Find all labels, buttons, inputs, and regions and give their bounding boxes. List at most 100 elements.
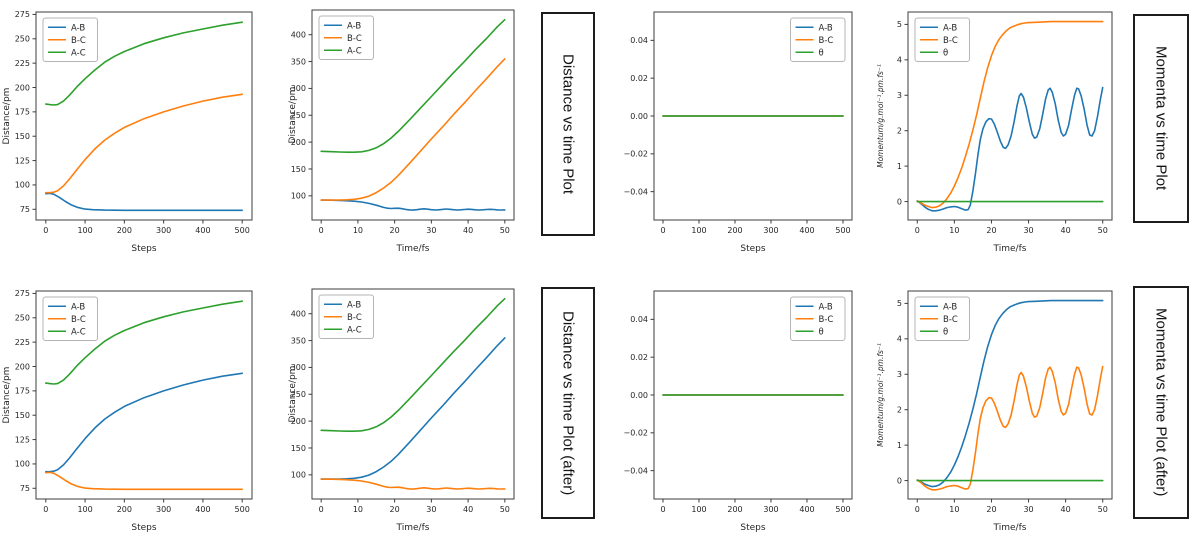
y-axis-label: Distance/pm [288, 366, 298, 423]
x-tick-label: 500 [835, 226, 850, 235]
legend-box [914, 296, 970, 341]
y-tick-label: 200 [15, 362, 30, 371]
legend-label-ab: A-B [819, 23, 833, 33]
series [320, 297, 506, 490]
y-tick-label: 0.02 [630, 74, 648, 83]
y-tick-label: 150 [15, 132, 30, 141]
legend-label-ac: A-C [347, 325, 362, 335]
x-axis: 0 10 20 30 40 50 Time/fs [319, 220, 510, 254]
x-tick-label: 20 [390, 226, 400, 235]
series [44, 21, 243, 212]
series-line-bc [320, 58, 506, 201]
legend-label-ab: A-B [943, 23, 957, 33]
x-axis: 0 100 200 300 400 500 Steps [660, 220, 851, 254]
legend-label-ac: A-C [347, 46, 362, 56]
x-tick-label: 0 [660, 226, 665, 235]
chart-distance-vs-time: 0 10 20 30 40 50 Time/fs 100 150 200 250 300 350 400 D… [288, 9, 515, 254]
x-axis: 0 100 200 300 400 500 Steps [43, 499, 250, 533]
series-line-bc [44, 471, 243, 491]
y-tick-label: 400 [291, 310, 306, 319]
y-axis-label: Distance/pm [2, 367, 12, 424]
y-axis: 100 150 200 250 300 350 400 Distance/pm [288, 31, 312, 201]
x-tick-label: 40 [1061, 226, 1071, 235]
x-tick-label: 0 [43, 505, 48, 514]
x-tick-label: 200 [117, 226, 132, 235]
y-tick-label: 0.00 [630, 112, 648, 121]
series-line-ac [320, 297, 506, 432]
y-tick-label: 150 [15, 411, 30, 420]
chart-distance-vs-steps-after: 0 100 200 300 400 500 Steps 75 100 125 150 175 200 22… [2, 289, 253, 533]
legend: A-B B-C A-C [318, 15, 374, 60]
y-tick-label: 1 [897, 162, 902, 171]
x-tick-label: 500 [835, 505, 850, 514]
x-axis-label: Steps [740, 244, 765, 254]
x-tick-label: 100 [691, 226, 706, 235]
legend-label-bc: B-C [347, 34, 362, 44]
y-tick-label: 0 [897, 476, 902, 485]
legend-label-theta: θ [943, 327, 948, 337]
x-axis: 0 100 200 300 400 500 Steps [43, 220, 250, 254]
legend-box [790, 296, 846, 341]
y-tick-label: −0.02 [623, 150, 648, 159]
legend-box [42, 17, 98, 62]
legend-label-ac: A-C [71, 327, 86, 337]
y-axis: 0 1 2 3 4 5 Momentum/g.mol⁻¹.pm.fs⁻¹ [876, 20, 908, 206]
section-label-distance-after: Distance vs time Plot (after) [541, 287, 595, 519]
y-tick-label: 0.04 [630, 315, 648, 324]
y-tick-label: 3 [897, 91, 902, 100]
legend-label-ab: A-B [71, 23, 85, 33]
y-tick-label: 400 [291, 31, 306, 40]
x-tick-label: 20 [986, 226, 996, 235]
y-tick-label: 150 [291, 165, 306, 174]
y-axis: 0 1 2 3 4 5 Momentum/g.mol⁻¹.pm.fs⁻¹ [876, 299, 908, 485]
series-line-ab [44, 372, 243, 473]
y-tick-label: 175 [15, 387, 30, 396]
y-tick-label: 350 [291, 336, 306, 345]
legend: A-B B-C A-C [318, 294, 374, 339]
x-tick-label: 30 [1023, 505, 1033, 514]
y-tick-label: −0.04 [623, 466, 648, 475]
y-tick-label: 100 [15, 181, 30, 190]
x-tick-label: 10 [353, 505, 363, 514]
x-tick-label: 50 [1098, 226, 1108, 235]
y-tick-label: 175 [15, 108, 30, 117]
x-tick-label: 100 [77, 226, 92, 235]
y-tick-label: 75 [20, 205, 30, 214]
y-tick-label: 275 [15, 289, 30, 298]
legend-label-bc: B-C [819, 315, 834, 325]
y-tick-label: 100 [291, 192, 306, 201]
y-tick-label: 250 [291, 111, 306, 120]
y-tick-label: 2 [897, 406, 902, 415]
series [320, 18, 506, 211]
x-tick-label: 300 [763, 226, 778, 235]
series-line-ab [320, 337, 506, 480]
x-tick-label: 10 [949, 505, 959, 514]
legend-label-bc: B-C [943, 36, 958, 46]
legend-box [318, 294, 374, 339]
x-tick-label: 300 [156, 505, 171, 514]
y-axis-label: Momentum/g.mol⁻¹.pm.fs⁻¹ [876, 64, 885, 168]
y-tick-label: 200 [291, 417, 306, 426]
x-tick-label: 300 [156, 226, 171, 235]
plot-spines [907, 11, 1113, 221]
x-tick-label: 0 [319, 226, 324, 235]
legend-label-bc: B-C [347, 313, 362, 323]
series-line-ac [320, 18, 506, 153]
x-tick-label: 20 [986, 505, 996, 514]
y-tick-label: 3 [897, 370, 902, 379]
y-tick-label: 5 [897, 20, 902, 29]
x-axis-label: Time/fs [993, 244, 1027, 254]
y-tick-label: 300 [291, 84, 306, 93]
y-axis: 75 100 125 150 175 200 225 250 275 Distance/pm [2, 10, 36, 214]
y-tick-label: 125 [15, 156, 30, 165]
y-axis-label: Distance/pm [288, 87, 298, 144]
y-tick-label: 5 [897, 299, 902, 308]
x-tick-label: 0 [319, 505, 324, 514]
legend-label-ab: A-B [819, 302, 833, 312]
y-tick-label: 1 [897, 441, 902, 450]
legend: A-B B-C θ [790, 17, 846, 62]
series-line-ab [916, 86, 1104, 212]
y-tick-label: 150 [291, 444, 306, 453]
y-tick-label: 0.02 [630, 353, 648, 362]
section-label-distance: Distance vs time Plot [541, 12, 595, 236]
